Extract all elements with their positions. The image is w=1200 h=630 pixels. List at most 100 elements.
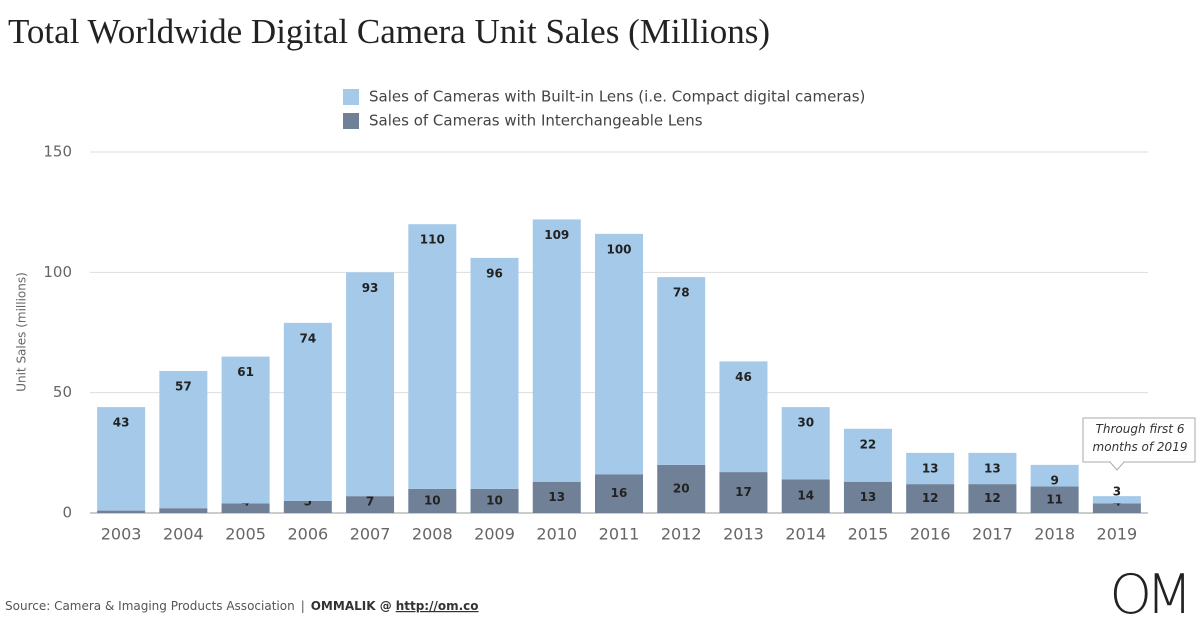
bar-segment <box>532 481 581 513</box>
value-label: 5 <box>304 495 312 509</box>
bar-segment <box>906 484 955 513</box>
value-label: 3 <box>1113 485 1121 499</box>
y-tick-label: 100 <box>43 263 72 281</box>
bar-segment <box>221 356 270 504</box>
bar-segment <box>906 452 955 485</box>
separator: | <box>301 599 305 613</box>
x-tick-label: 2019 <box>1097 525 1138 544</box>
bar-segment <box>283 500 332 513</box>
value-label: 14 <box>797 489 814 503</box>
bar-segment <box>346 496 395 513</box>
legend-swatch <box>343 113 359 129</box>
bar-segment <box>1092 496 1141 504</box>
value-label: 100 <box>606 242 631 256</box>
bar-segment <box>408 224 457 489</box>
legend-swatch <box>343 89 359 105</box>
bar-segment <box>470 488 519 513</box>
x-tick-label: 2014 <box>785 525 826 544</box>
x-tick-label: 2008 <box>412 525 453 544</box>
x-tick-label: 2010 <box>536 525 577 544</box>
value-label: 13 <box>984 461 1001 475</box>
value-label: 43 <box>113 416 130 430</box>
bar-segment <box>1092 503 1141 513</box>
bar-segment <box>1030 464 1079 487</box>
bar-segment <box>532 219 581 482</box>
value-label: 9 <box>1050 473 1058 487</box>
x-tick-label: 2005 <box>225 525 266 544</box>
x-tick-label: 2012 <box>661 525 702 544</box>
value-label: 109 <box>544 228 569 242</box>
bar-segment <box>719 361 768 473</box>
annotation: Through first 6 months of 2019 <box>1092 422 1188 454</box>
y-tick-label: 50 <box>53 383 72 401</box>
value-label: 93 <box>362 281 379 295</box>
bar-segment <box>968 452 1017 485</box>
value-label: 57 <box>175 380 192 394</box>
legend-label: Sales of Cameras with Interchangeable Le… <box>369 112 703 130</box>
value-label: 10 <box>486 493 503 507</box>
bar-segment <box>346 272 395 497</box>
value-label: 10 <box>424 493 441 507</box>
bar-segment <box>283 322 332 501</box>
x-tick-label: 2017 <box>972 525 1013 544</box>
value-label: 13 <box>860 490 877 504</box>
value-label: 11 <box>1046 492 1063 506</box>
value-label: 12 <box>984 491 1001 505</box>
value-label: 7 <box>366 495 374 509</box>
x-tick-label: 2018 <box>1034 525 1075 544</box>
bar-segment <box>159 508 208 513</box>
value-label: 12 <box>922 491 939 505</box>
annotation-pointer <box>1109 461 1125 471</box>
bar-segment <box>781 407 830 480</box>
source-text: Source: Camera & Imaging Products Associ… <box>5 599 295 613</box>
value-label: 61 <box>237 365 254 379</box>
annotation-box <box>1082 417 1196 463</box>
bar-segment <box>221 503 270 513</box>
value-label: 13 <box>548 490 565 504</box>
source: Source: Camera & Imaging Products Associ… <box>5 599 479 613</box>
credit: OMMALIK @ <box>311 599 392 613</box>
y-tick-label: 150 <box>43 143 72 161</box>
bar-segment <box>781 479 830 513</box>
bar-segment <box>595 474 643 513</box>
x-tick-label: 2009 <box>474 525 515 544</box>
bar-segment <box>97 407 146 511</box>
value-label: 78 <box>673 286 690 300</box>
bar-segment <box>719 472 768 513</box>
value-label: 13 <box>922 461 939 475</box>
value-label: 22 <box>860 437 877 451</box>
x-tick-label: 2006 <box>287 525 328 544</box>
x-tick-label: 2015 <box>848 525 889 544</box>
bar-segment <box>408 488 457 513</box>
x-tick-label: 2013 <box>723 525 764 544</box>
value-label: 30 <box>797 416 814 430</box>
x-tick-label: 2011 <box>599 525 640 544</box>
bar-segment <box>1030 486 1079 513</box>
bar-segment <box>968 484 1017 513</box>
bar-segment <box>657 464 706 513</box>
x-tick-label: 2003 <box>101 525 142 544</box>
x-tick-label: 2004 <box>163 525 204 544</box>
value-label: 20 <box>673 481 690 495</box>
y-tick-label: 0 <box>62 504 72 522</box>
value-label: 96 <box>486 266 503 280</box>
logo: OM <box>1109 563 1186 626</box>
value-label: 17 <box>735 485 752 499</box>
bar-segment <box>657 277 706 465</box>
x-tick-label: 2007 <box>350 525 391 544</box>
value-label: 110 <box>420 233 445 247</box>
bar-segment <box>843 481 892 513</box>
y-axis-label: Unit Sales (millions) <box>15 272 29 392</box>
legend-label: Sales of Cameras with Built-in Lens (i.e… <box>369 88 865 106</box>
chart-title: Total Worldwide Digital Camera Unit Sale… <box>8 12 770 51</box>
x-tick-label: 2016 <box>910 525 951 544</box>
value-label: 46 <box>735 370 752 384</box>
bar-segment <box>159 371 208 509</box>
bar-segment <box>843 428 892 482</box>
bar-segment <box>97 510 146 513</box>
bar-segment <box>470 257 519 489</box>
bar-segment <box>595 233 643 475</box>
value-label: 16 <box>611 486 628 500</box>
